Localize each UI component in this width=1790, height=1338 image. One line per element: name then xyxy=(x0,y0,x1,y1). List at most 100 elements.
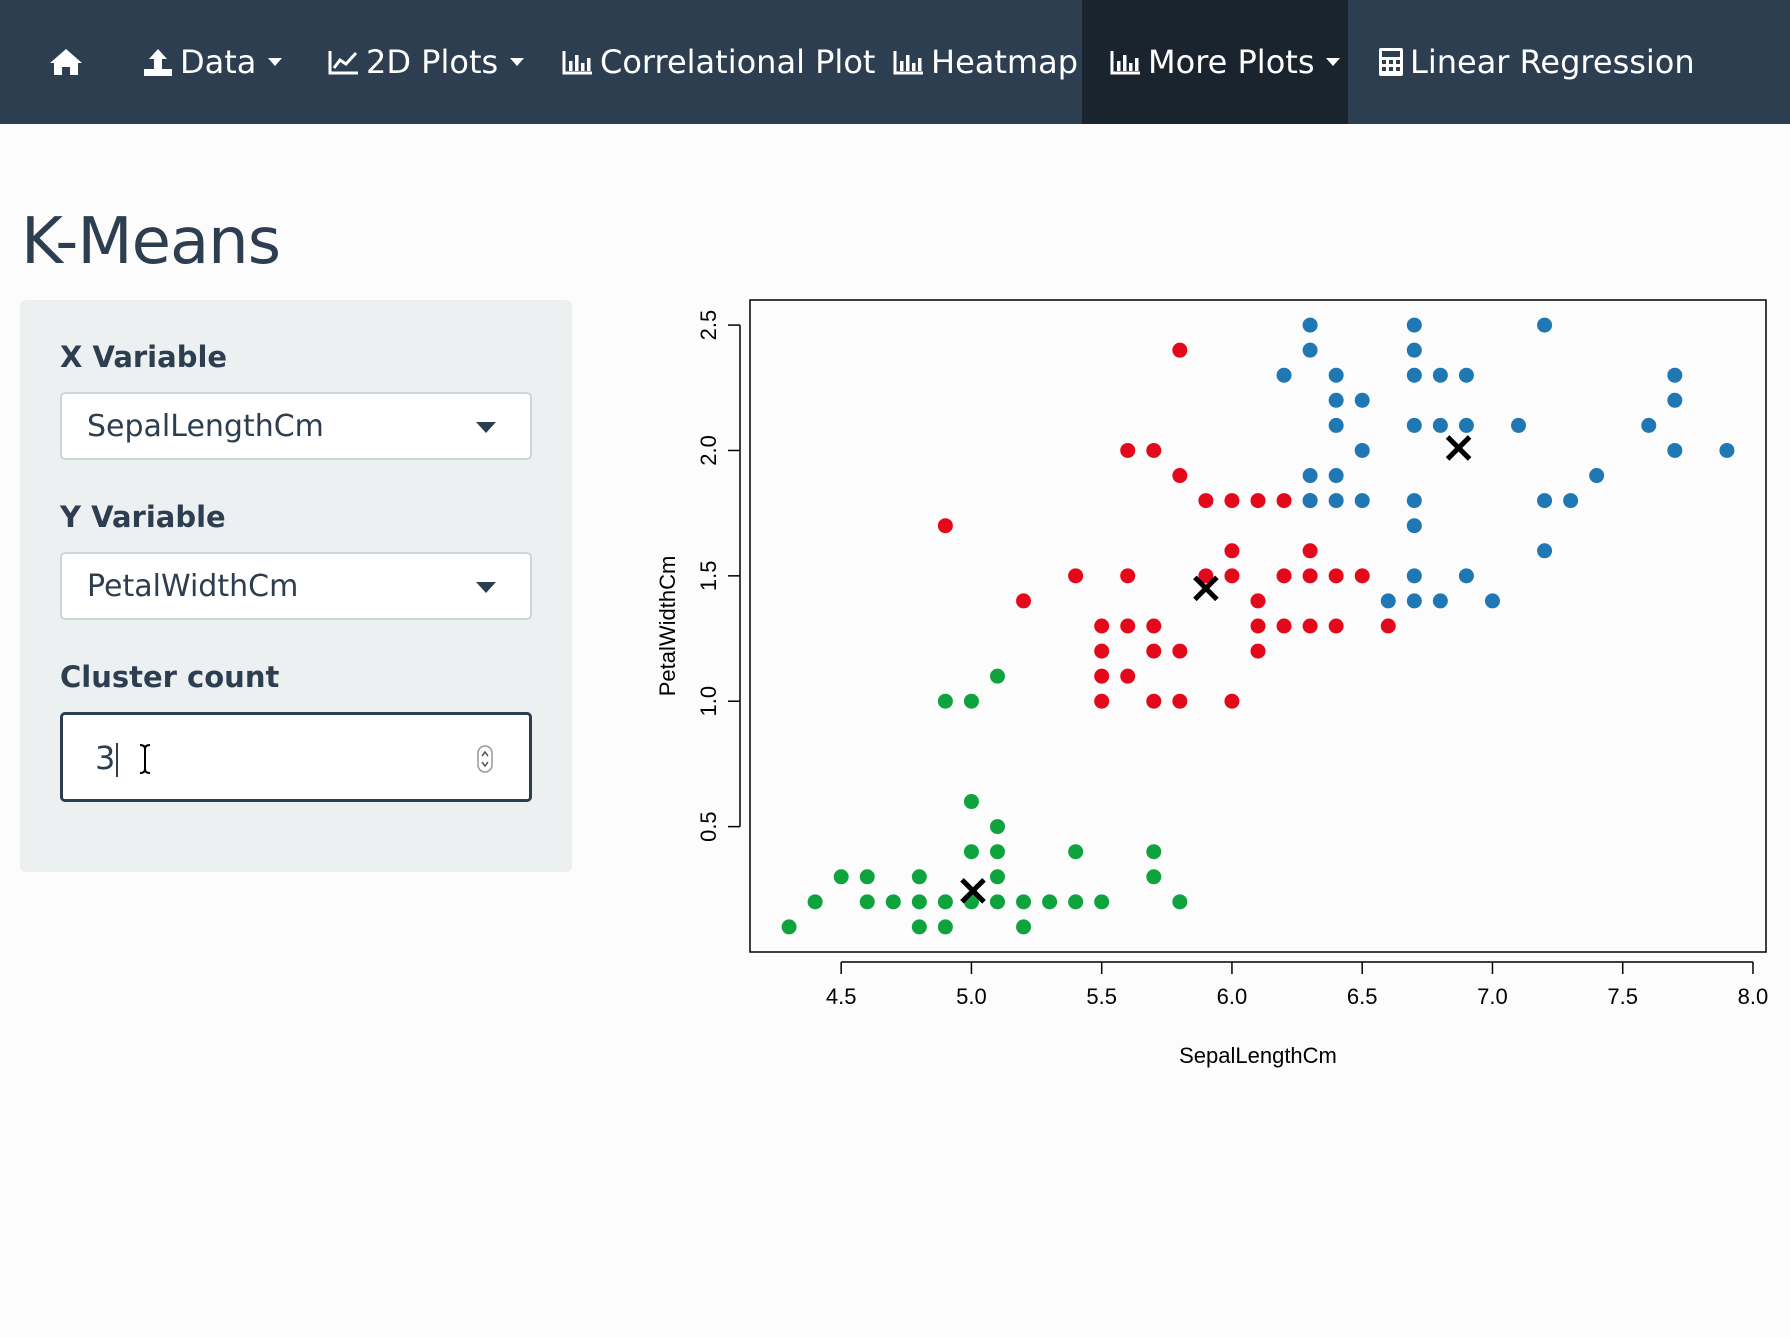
cluster-2-point xyxy=(1016,593,1032,609)
cluster-1-point xyxy=(937,894,953,910)
nav-2d-plots-dropdown[interactable]: 2D Plots xyxy=(328,0,525,124)
cluster-2-point xyxy=(1302,618,1318,634)
line-chart-icon xyxy=(328,51,358,75)
centroids xyxy=(960,435,1472,904)
cluster-3-point xyxy=(1302,317,1318,333)
bar-chart-icon xyxy=(562,51,592,75)
nav-data-label: Data xyxy=(180,43,257,81)
nav-more-plots-label: More Plots xyxy=(1148,43,1315,81)
cluster-3-point xyxy=(1380,593,1396,609)
cluster-1-point xyxy=(1016,894,1032,910)
cluster-3-point xyxy=(1484,593,1500,609)
cluster-1-point xyxy=(989,894,1005,910)
cluster-3-point xyxy=(1302,468,1318,484)
x-tick-label: 6.0 xyxy=(1217,984,1248,1009)
cluster-2-point xyxy=(1224,493,1240,509)
cluster-count-input[interactable]: 3 xyxy=(60,712,532,802)
cluster-3-point xyxy=(1458,367,1474,383)
x-tick-label: 8.0 xyxy=(1738,984,1769,1009)
nav-more-plots-dropdown[interactable]: More Plots xyxy=(1082,0,1348,124)
cluster-1-point xyxy=(859,869,875,885)
cluster-3-point xyxy=(1537,543,1553,559)
nav-correlational-plot[interactable]: Correlational Plot xyxy=(562,0,875,124)
cluster-2-point xyxy=(1172,342,1188,358)
chevron-down-icon xyxy=(476,422,496,433)
sidebar-panel: X Variable SepalLengthCm Y Variable Peta… xyxy=(20,300,572,872)
cluster-1-point xyxy=(885,894,901,910)
cluster-1-point xyxy=(1146,869,1162,885)
cluster-1-point xyxy=(1068,894,1084,910)
cluster-2-point xyxy=(1120,618,1136,634)
cluster-3-point xyxy=(1406,317,1422,333)
cluster-2-point xyxy=(1224,693,1240,709)
nav-correlational-plot-label: Correlational Plot xyxy=(600,43,876,81)
cluster-1-point xyxy=(989,869,1005,885)
page-title: K-Means xyxy=(21,205,281,279)
cluster-2-point xyxy=(1172,693,1188,709)
number-spinner-icon[interactable] xyxy=(477,745,493,773)
cluster-2-point xyxy=(1224,543,1240,559)
cluster-3-point xyxy=(1589,468,1605,484)
bar-chart-icon xyxy=(1110,51,1140,75)
cluster-3-point xyxy=(1406,493,1422,509)
cluster-1-point xyxy=(911,919,927,935)
cluster-2-point xyxy=(1302,568,1318,584)
kmeans-scatter-plot: 4.5 5.0 5.5 6.0 6.5 7.0 7.5 8.0 0.5 1.0 1.5 2.0 2.5… xyxy=(655,299,1769,1068)
cluster-3-point xyxy=(1537,493,1553,509)
cluster-1-point xyxy=(963,693,979,709)
cluster-3-point xyxy=(1458,568,1474,584)
chevron-down-icon xyxy=(476,582,496,593)
cluster-3-point xyxy=(1511,417,1527,433)
cluster-count-label: Cluster count xyxy=(60,660,280,694)
cluster-3-point xyxy=(1667,392,1683,408)
cluster-2-point xyxy=(1328,568,1344,584)
x-tick-label: 7.5 xyxy=(1607,984,1638,1009)
y-tick-label: 2.0 xyxy=(696,435,721,466)
x-axis: 4.5 5.0 5.5 6.0 6.5 7.0 7.5 8.0 xyxy=(826,961,1769,1009)
centroid-marker xyxy=(960,878,986,904)
cluster-2-point xyxy=(1276,618,1292,634)
cluster-3-point xyxy=(1406,342,1422,358)
cluster-1-point xyxy=(937,919,953,935)
cluster-1-point xyxy=(989,844,1005,860)
x-axis-label: SepalLengthCm xyxy=(1179,1043,1337,1068)
y-variable-select[interactable]: PetalWidthCm xyxy=(60,552,532,620)
cluster-1-point xyxy=(1042,894,1058,910)
x-variable-select[interactable]: SepalLengthCm xyxy=(60,392,532,460)
y-tick-label: 1.5 xyxy=(696,561,721,592)
nav-linear-regression[interactable]: Linear Regression xyxy=(1378,0,1695,124)
cluster-3-point xyxy=(1276,367,1292,383)
cluster-2-point xyxy=(1094,618,1110,634)
cluster-3-point xyxy=(1354,392,1370,408)
chevron-down-icon xyxy=(1326,58,1341,66)
cluster-2-point xyxy=(1250,643,1266,659)
cluster-3-point xyxy=(1641,417,1657,433)
centroid-marker xyxy=(1445,435,1472,461)
nav-heatmap[interactable]: Heatmap xyxy=(893,0,1078,124)
calculator-icon xyxy=(1379,48,1403,76)
cluster-3-point xyxy=(1667,367,1683,383)
bar-chart-icon xyxy=(893,51,923,75)
cluster-3-point xyxy=(1328,367,1344,383)
y-tick-label: 0.5 xyxy=(696,811,721,842)
upload-icon xyxy=(144,49,172,76)
cluster-1-point xyxy=(911,894,927,910)
y-variable-value: PetalWidthCm xyxy=(87,568,299,604)
cluster-3-point xyxy=(1458,417,1474,433)
cluster-2-point xyxy=(1250,618,1266,634)
nav-data-dropdown[interactable]: Data xyxy=(142,0,283,124)
home-icon xyxy=(50,49,82,75)
cluster-3-point xyxy=(1432,367,1448,383)
cluster-1-point xyxy=(963,794,979,810)
cluster-2-point xyxy=(1250,493,1266,509)
cluster-3-point xyxy=(1432,417,1448,433)
cluster-1-point xyxy=(833,869,849,885)
cluster-3-point xyxy=(1719,442,1735,458)
cluster-2-point xyxy=(1172,643,1188,659)
cluster-3-point xyxy=(1302,493,1318,509)
x-tick-label: 5.0 xyxy=(956,984,987,1009)
cluster-3-point xyxy=(1328,417,1344,433)
y-tick-label: 1.0 xyxy=(696,686,721,717)
y-axis-label: PetalWidthCm xyxy=(655,556,680,697)
nav-home[interactable] xyxy=(48,0,84,124)
